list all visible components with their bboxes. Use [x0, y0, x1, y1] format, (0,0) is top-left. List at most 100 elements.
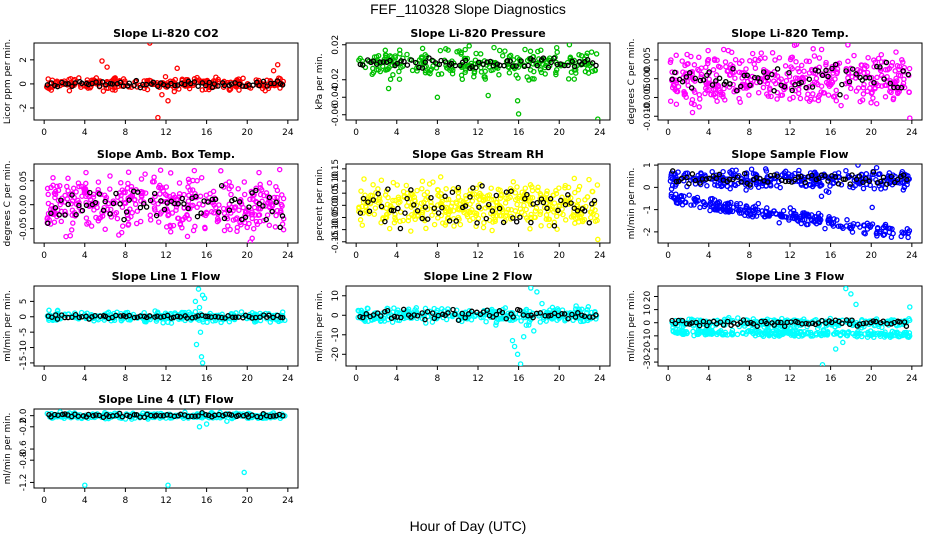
data-point [375, 67, 382, 73]
data-point [692, 89, 698, 95]
data-point [874, 74, 880, 81]
data-point [490, 314, 496, 320]
data-point [365, 318, 371, 324]
x-tick-label: 16 [201, 128, 213, 138]
data-point [216, 209, 222, 215]
y-tick-label: -0.010 [643, 101, 653, 130]
data-point [206, 79, 213, 86]
data-point [783, 77, 790, 84]
data-point [134, 189, 141, 195]
data-point [53, 317, 60, 323]
data-point [56, 212, 62, 218]
data-point [216, 202, 222, 208]
data-point [175, 200, 181, 207]
data-point [537, 67, 544, 73]
data-point [107, 173, 113, 179]
data-point [208, 208, 215, 215]
data-point [829, 65, 835, 72]
data-point [720, 46, 727, 53]
data-point [428, 199, 434, 206]
data-point [718, 330, 725, 337]
data-point [141, 414, 148, 420]
data-point [199, 80, 206, 86]
data-point [696, 104, 702, 110]
data-point [480, 61, 486, 68]
x-tick-label: 0 [665, 374, 671, 384]
data-point [92, 199, 99, 206]
x-tick-label: 8 [123, 128, 129, 138]
data-point [704, 58, 711, 64]
data-point [375, 52, 382, 59]
data-point [891, 179, 898, 186]
x-tick-label: 8 [123, 496, 129, 506]
data-point [534, 187, 541, 194]
data-point [743, 187, 749, 193]
data-point [832, 61, 839, 68]
data-point [480, 224, 487, 231]
data-point [147, 217, 154, 223]
data-point [471, 70, 478, 76]
data-point [693, 319, 699, 326]
data-point [408, 228, 414, 234]
data-point [485, 92, 491, 99]
data-point [739, 58, 745, 64]
data-point [266, 312, 272, 319]
data-point [202, 313, 209, 320]
data-point [123, 209, 130, 215]
y-tick-label: -5 [19, 328, 29, 337]
data-point [746, 92, 752, 98]
x-tick-label: 4 [82, 251, 88, 261]
data-point [542, 312, 548, 319]
x-tick-label: 20 [554, 128, 566, 138]
data-point [545, 313, 552, 319]
data-point [866, 178, 873, 185]
data-point [51, 411, 58, 418]
data-point [844, 217, 850, 223]
data-point [241, 191, 248, 198]
data-point [543, 191, 550, 197]
data-point [164, 192, 170, 199]
data-point [769, 71, 775, 78]
data-point [760, 84, 767, 91]
data-point [84, 221, 90, 227]
data-point [247, 196, 253, 203]
data-point [809, 81, 816, 88]
data-point [843, 332, 850, 338]
data-point [679, 317, 686, 324]
data-point [69, 83, 75, 90]
data-point [279, 314, 286, 321]
data-point [888, 333, 895, 339]
data-point [238, 309, 245, 315]
data-point [870, 95, 876, 101]
data-point [419, 310, 425, 316]
data-point [385, 85, 392, 92]
data-point [792, 75, 799, 81]
data-point [408, 57, 415, 63]
data-point [186, 179, 192, 185]
data-point [46, 307, 52, 314]
data-point [847, 225, 854, 232]
data-point [83, 169, 89, 176]
data-point [900, 68, 906, 74]
data-point [861, 81, 867, 88]
data-point [229, 314, 236, 321]
x-tick-label: 20 [242, 251, 254, 261]
data-point [878, 51, 885, 58]
data-point [446, 218, 453, 224]
x-tick-label: 20 [242, 374, 254, 384]
data-point [535, 184, 541, 191]
data-point [579, 312, 585, 318]
data-point [697, 180, 703, 186]
x-tick-label: 16 [513, 374, 525, 384]
data-point [421, 191, 428, 198]
data-point [509, 63, 516, 69]
data-point [533, 205, 540, 211]
data-point [212, 196, 219, 203]
data-point [387, 57, 393, 64]
data-point [383, 54, 389, 61]
panel-title: Slope Amb. Box Temp. [97, 148, 235, 161]
data-point [589, 188, 595, 195]
data-point [482, 76, 489, 82]
data-point [370, 69, 377, 76]
x-tick-label: 16 [513, 251, 525, 261]
